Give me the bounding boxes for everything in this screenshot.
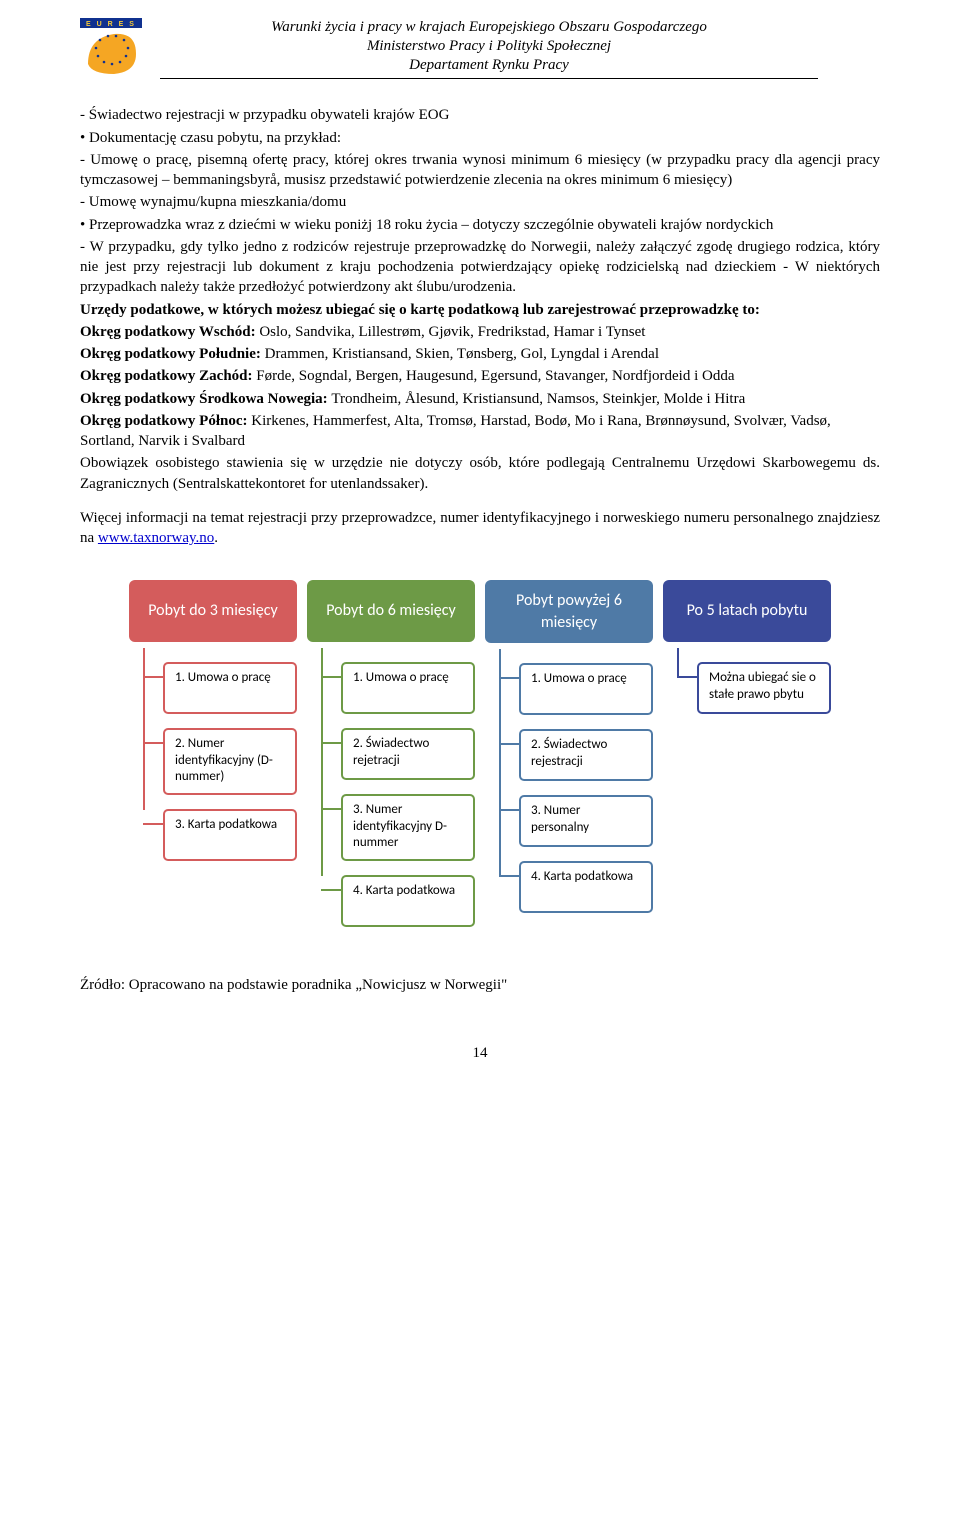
tree-item-box: 2. Świadectwo rejestracji — [519, 729, 653, 781]
para: Okręg podatkowy Zachód: Førde, Sogndal, … — [80, 366, 880, 386]
column-tree: 1. Umowa o pracę 2. Świadectwo rejestracj… — [485, 649, 653, 913]
tree-item-box: 3. Numer identyfikacyjny D-nummer — [341, 794, 475, 861]
para: Obowiązek osobistego stawienia się w urz… — [80, 453, 880, 494]
tree-item: 2. Numer identyfikacyjny (D-nummer) — [163, 728, 297, 795]
tree-item-box: Można ubiegać sie o stałe prawo pbytu — [697, 662, 831, 714]
infographic-column: Pobyt powyżej 6 miesięcy1. Umowa o pracę… — [485, 580, 653, 927]
para: Okręg podatkowy Środkowa Nowegia: Trondh… — [80, 389, 880, 409]
header-line-3: Departament Rynku Pracy — [160, 56, 818, 75]
tree-item-box: 1. Umowa o pracę — [163, 662, 297, 714]
column-header: Po 5 latach pobytu — [663, 580, 831, 642]
tree-hconnector — [499, 743, 519, 745]
taxnorway-link[interactable]: www.taxnorway.no — [98, 530, 214, 546]
tree-item: 4. Karta podatkowa — [519, 861, 653, 913]
para: Okręg podatkowy Południe: Drammen, Krist… — [80, 344, 880, 364]
tree-vline — [677, 648, 679, 678]
source-note: Źródło: Opracowano na podstawie poradnik… — [80, 975, 880, 995]
column-tree: Można ubiegać sie o stałe prawo pbytu — [663, 648, 831, 714]
infographic-column: Pobyt do 3 miesięcy 1. Umowa o pracę 2. Nu… — [129, 580, 297, 927]
infographic-column: Pobyt do 6 miesięcy 1. Umowa o pracę 2. Św… — [307, 580, 475, 927]
header-text: Warunki życia i pracy w krajach Europejs… — [160, 18, 880, 79]
tree-item: 1. Umowa o pracę — [341, 662, 475, 714]
tree-item: 4. Karta podatkowa — [341, 875, 475, 927]
tree-item-box: 4. Karta podatkowa — [341, 875, 475, 927]
tree-item-box: 2. Świadectwo rejetracji — [341, 728, 475, 780]
column-tree: 1. Umowa o pracę 2. Świadectwo rejetracji… — [307, 648, 475, 927]
tree-hconnector — [499, 809, 519, 811]
tree-hconnector — [143, 823, 163, 825]
tree-item-box: 1. Umowa o pracę — [341, 662, 475, 714]
document-body: - Świadectwo rejestracji w przypadku oby… — [80, 105, 880, 548]
svg-text:E U R E S: E U R E S — [86, 21, 136, 28]
header-line-1: Warunki życia i pracy w krajach Europejs… — [160, 18, 818, 37]
tree-item: 1. Umowa o pracę — [519, 663, 653, 715]
tree-vline — [143, 648, 145, 810]
stay-duration-infographic: Pobyt do 3 miesięcy 1. Umowa o pracę 2. Nu… — [125, 580, 835, 927]
tree-item-box: 4. Karta podatkowa — [519, 861, 653, 913]
tree-hconnector — [499, 875, 519, 877]
tree-item: 2. Świadectwo rejetracji — [341, 728, 475, 780]
para: - Świadectwo rejestracji w przypadku oby… — [80, 105, 880, 125]
para: • Dokumentację czasu pobytu, na przykład… — [80, 128, 880, 148]
tree-item: 3. Karta podatkowa — [163, 809, 297, 861]
tree-hconnector — [321, 742, 341, 744]
para: Okręg podatkowy Wschód: Oslo, Sandvika, … — [80, 322, 880, 342]
column-tree: 1. Umowa o pracę 2. Numer identyfikacyjny… — [129, 648, 297, 861]
tree-item: Można ubiegać sie o stałe prawo pbytu — [697, 662, 831, 714]
tree-hconnector — [321, 889, 341, 891]
tree-hconnector — [677, 676, 697, 678]
para: - Umowę o pracę, pisemną ofertę pracy, k… — [80, 150, 880, 191]
tree-hconnector — [321, 808, 341, 810]
tree-item-box: 2. Numer identyfikacyjny (D-nummer) — [163, 728, 297, 795]
infographic-column: Po 5 latach pobytu Można ubiegać sie o st… — [663, 580, 831, 927]
tree-vline — [321, 648, 323, 876]
tree-item-box: 3. Karta podatkowa — [163, 809, 297, 861]
para: Okręg podatkowy Północ: Kirkenes, Hammer… — [80, 411, 880, 452]
tree-item-box: 3. Numer personalny — [519, 795, 653, 847]
tree-hconnector — [143, 742, 163, 744]
para: - W przypadku, gdy tylko jedno z rodzicó… — [80, 237, 880, 298]
header-line-2: Ministerstwo Pracy i Polityki Społecznej — [160, 37, 818, 56]
tree-item: 2. Świadectwo rejestracji — [519, 729, 653, 781]
column-header: Pobyt do 3 miesięcy — [129, 580, 297, 642]
tree-item-box: 1. Umowa o pracę — [519, 663, 653, 715]
para: • Przeprowadzka wraz z dziećmi w wieku p… — [80, 215, 880, 235]
tree-item: 1. Umowa o pracę — [163, 662, 297, 714]
para: - Umowę wynajmu/kupna mieszkania/domu — [80, 192, 880, 212]
tree-hconnector — [321, 676, 341, 678]
column-header: Pobyt do 6 miesięcy — [307, 580, 475, 642]
tree-hconnector — [143, 676, 163, 678]
para-bold: Urzędy podatkowe, w których możesz ubieg… — [80, 300, 880, 320]
tree-vline — [499, 649, 501, 877]
header-rule — [160, 78, 818, 79]
column-header: Pobyt powyżej 6 miesięcy — [485, 580, 653, 643]
page-header: E U R E S Warunki życia i pracy w krajac… — [80, 18, 880, 79]
tree-hconnector — [499, 677, 519, 679]
eures-logo: E U R E S — [80, 18, 142, 78]
page-number: 14 — [80, 1043, 880, 1063]
tree-item: 3. Numer identyfikacyjny D-nummer — [341, 794, 475, 861]
tree-item: 3. Numer personalny — [519, 795, 653, 847]
para-link: Więcej informacji na temat rejestracji p… — [80, 508, 880, 549]
